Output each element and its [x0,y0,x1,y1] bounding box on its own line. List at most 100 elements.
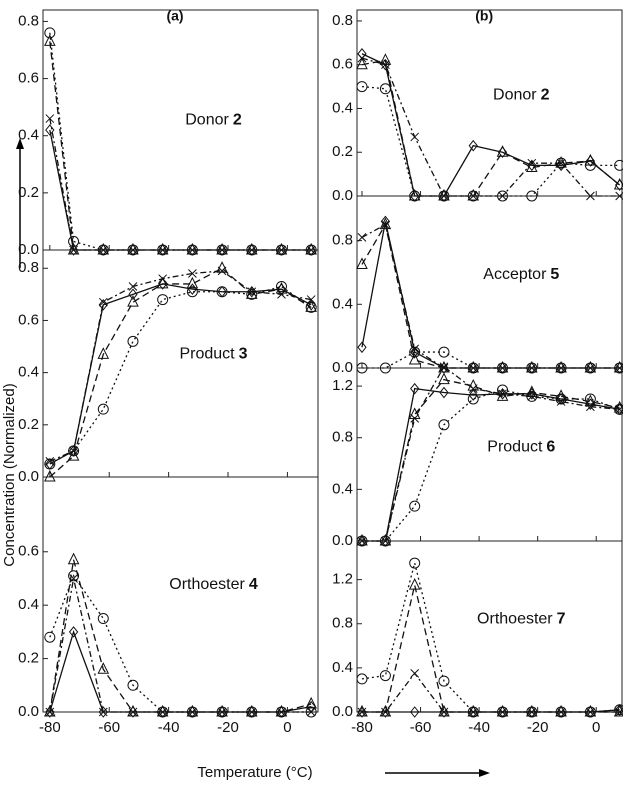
y-tick-label: 0.4 [332,295,353,312]
marker [127,704,139,717]
marker [496,704,509,717]
panel-label: (b) [475,8,493,24]
series-line [49,629,312,713]
marker [586,402,595,412]
y-tick-label: 0.4 [332,480,353,497]
marker [527,158,537,168]
marker [357,233,367,242]
marker [468,384,478,394]
series [356,384,623,547]
marker [69,574,78,583]
series-line [49,118,312,251]
marker [379,704,392,717]
series [45,626,316,718]
marker [44,458,56,470]
marker [188,707,197,717]
marker [97,347,110,359]
marker [356,704,368,717]
series [357,215,623,374]
marker [356,81,368,93]
series [45,114,316,255]
series-line [361,85,620,197]
marker [158,274,168,284]
marker [438,346,450,358]
marker [410,132,420,142]
series [44,261,317,482]
marker [613,177,623,190]
series-line [361,222,620,369]
marker [156,242,169,255]
x-tick-label: -40 [468,719,490,736]
marker [45,707,55,717]
marker [468,139,478,152]
marker [379,670,391,682]
marker [68,570,80,582]
marker [44,27,56,39]
marker [408,352,421,365]
series [45,124,316,256]
marker [408,578,421,590]
marker [526,704,538,717]
marker [216,286,228,298]
marker [127,295,139,307]
x-tick-label: -20 [527,719,549,736]
marker [467,393,479,405]
y-tick-label: 1.2 [332,571,353,588]
marker [586,707,595,717]
marker [98,298,108,311]
panel-label: (a) [166,8,183,24]
marker [216,704,228,717]
marker [438,419,450,431]
marker [555,156,567,168]
marker [410,344,420,354]
compound-number: 5 [550,266,559,283]
marker [379,533,392,546]
marker [45,124,55,136]
marker [357,707,367,717]
panel-title: Orthoester 4 [169,576,258,593]
y-tick-label: 1.2 [332,377,353,394]
marker [306,707,316,717]
series-line [49,283,312,465]
series [356,81,623,202]
title-text: Donor [493,87,537,104]
marker [68,445,80,457]
marker [555,389,567,401]
marker [305,242,317,255]
marker [615,404,623,414]
marker [408,188,421,201]
marker [69,446,78,456]
series-line [49,270,312,462]
x-tick-label: -80 [39,719,61,736]
compound-number: 3 [239,346,248,363]
y-tick-label: 0.4 [18,127,39,144]
panel-title: Acceptor 5 [483,266,559,283]
plot-frame [356,9,623,197]
series [45,266,316,466]
marker [410,669,420,678]
series-line [49,574,312,713]
marker [614,159,623,171]
marker [497,388,508,400]
marker [584,393,596,405]
series-line [49,578,312,713]
marker [216,261,228,273]
marker [409,500,421,512]
series-line [361,387,620,542]
marker [44,34,56,46]
marker [584,159,596,171]
marker [555,704,567,717]
series-line [361,351,620,369]
title-text: Product [487,439,543,456]
y-tick-label: 0.4 [332,99,353,116]
marker [216,242,228,255]
marker [156,704,169,717]
y-tick-label: 0.8 [18,12,39,29]
y-tick-label: 0.0 [332,532,353,549]
y-tick-label: 0.0 [332,359,353,376]
marker [439,386,449,399]
marker [44,469,56,482]
marker [527,159,537,172]
marker [438,675,450,687]
marker [128,707,138,717]
